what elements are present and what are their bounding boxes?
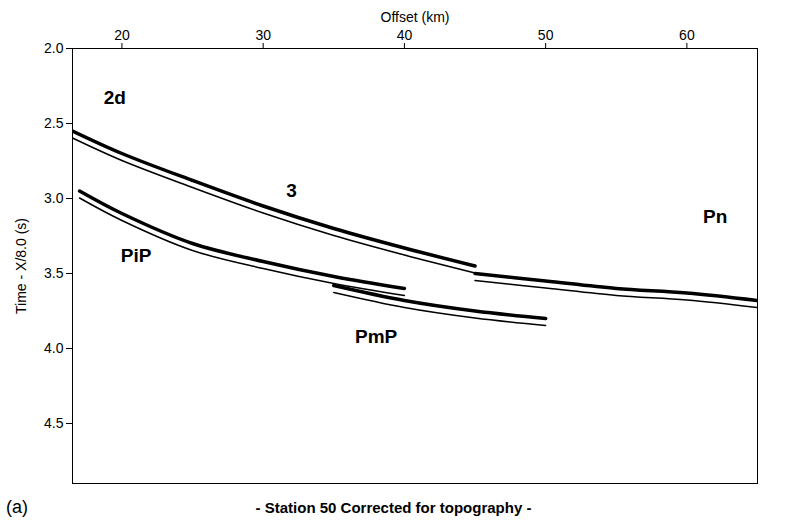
svg-text:40: 40	[397, 27, 413, 43]
svg-text:30: 30	[255, 27, 271, 43]
svg-text:Offset (km): Offset (km)	[381, 9, 450, 25]
svg-text:2.5: 2.5	[44, 115, 64, 131]
html-text:(a): (a)	[6, 497, 28, 517]
html-text:- Station 50 Corrected for top: - Station 50 Corrected for topography -	[255, 499, 532, 516]
svg-text:50: 50	[538, 27, 554, 43]
svg-text:2.0: 2.0	[44, 40, 64, 56]
svg-text:Time - X/8.0 (s): Time - X/8.0 (s)	[13, 218, 29, 314]
svg-text:Pn: Pn	[703, 206, 727, 227]
svg-text:PiP: PiP	[121, 245, 152, 266]
svg-text:60: 60	[679, 27, 695, 43]
svg-text:20: 20	[114, 27, 130, 43]
svg-text:4.0: 4.0	[44, 340, 64, 356]
svg-text:3.0: 3.0	[44, 190, 64, 206]
svg-text:4.5: 4.5	[44, 415, 64, 431]
svg-text:PmP: PmP	[355, 326, 398, 347]
svg-text:3: 3	[286, 180, 297, 201]
svg-text:2d: 2d	[104, 87, 126, 108]
svg-text:3.5: 3.5	[44, 265, 64, 281]
